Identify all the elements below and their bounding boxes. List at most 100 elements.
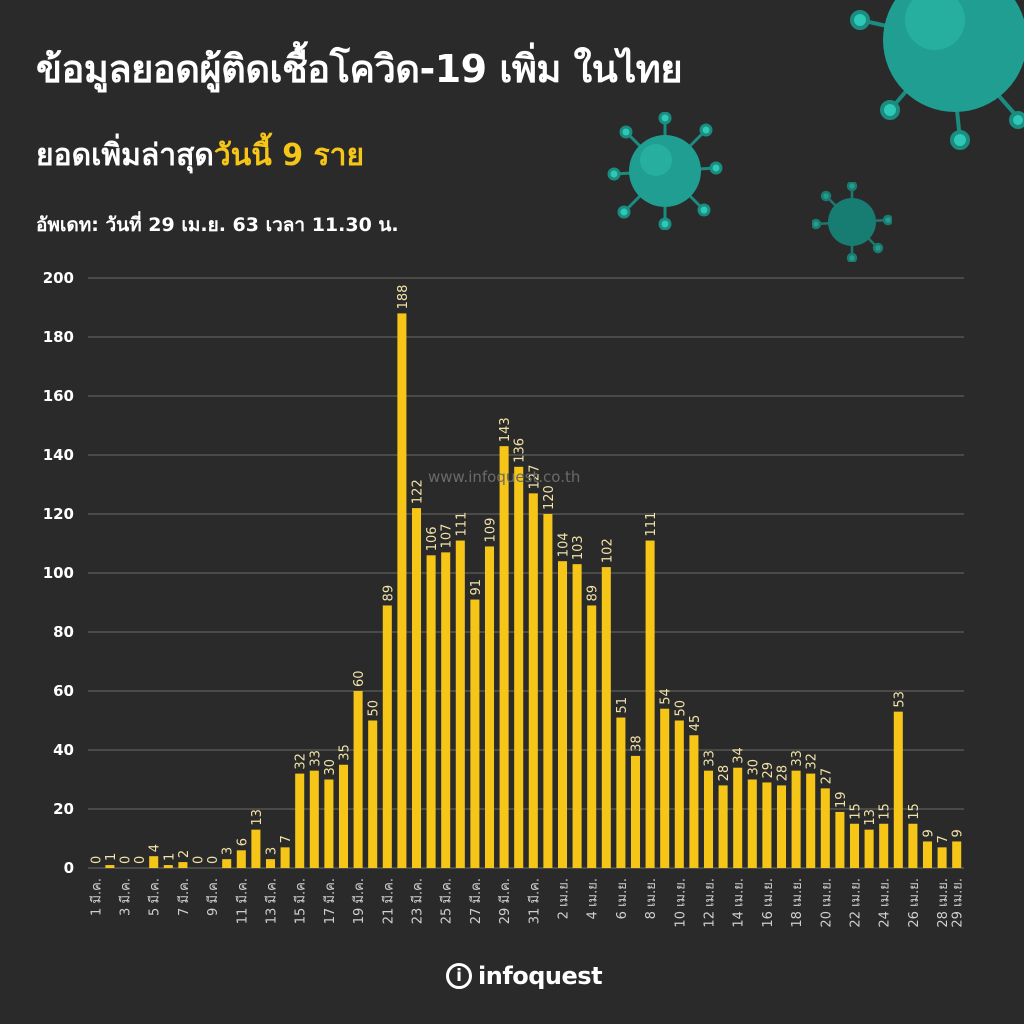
x-tick-label: 23 มี.ค. bbox=[410, 878, 426, 924]
bar bbox=[937, 847, 947, 868]
bar bbox=[470, 599, 480, 868]
bar bbox=[514, 466, 524, 868]
bar bbox=[908, 823, 918, 868]
bar-value-label: 13 bbox=[863, 809, 878, 826]
x-tick-label: 1 มี.ค. bbox=[88, 878, 104, 916]
bar-value-label: 3 bbox=[221, 847, 236, 855]
virus-illustration-medium bbox=[607, 112, 723, 230]
bar-value-label: 122 bbox=[411, 479, 426, 504]
bar-value-label: 32 bbox=[805, 753, 820, 770]
bar-value-label: 34 bbox=[732, 747, 747, 764]
bar-value-label: 2 bbox=[177, 850, 192, 858]
bar bbox=[105, 865, 115, 868]
bar bbox=[820, 788, 830, 868]
bar-value-label: 30 bbox=[746, 759, 761, 776]
y-tick-label: 160 bbox=[43, 387, 74, 405]
bar-value-label: 60 bbox=[352, 670, 367, 687]
bar bbox=[616, 717, 626, 868]
x-tick-label: 17 มี.ค. bbox=[322, 878, 338, 924]
subtitle-highlight: วันนี้ 9 ราย bbox=[213, 138, 365, 173]
x-tick-label: 7 มี.ค. bbox=[176, 878, 192, 916]
logo-text: infoquest bbox=[478, 962, 603, 990]
bar bbox=[441, 552, 451, 868]
x-tick-label: 20 เม.ย. bbox=[819, 878, 834, 928]
x-tick-label: 25 มี.ค. bbox=[439, 878, 455, 924]
x-tick-label: 29 มี.ค. bbox=[497, 878, 513, 924]
bar bbox=[776, 785, 787, 868]
bar bbox=[747, 779, 757, 868]
x-tick-label: 3 มี.ค. bbox=[118, 878, 134, 916]
subtitle-prefix: ยอดเพิ่มล่าสุด bbox=[36, 138, 214, 173]
y-tick-label: 180 bbox=[43, 328, 74, 346]
x-tick-label: 16 เม.ย. bbox=[761, 878, 776, 928]
x-tick-label: 22 เม.ย. bbox=[849, 878, 864, 928]
bar-value-label: 7 bbox=[936, 835, 951, 843]
x-tick-label: 10 เม.ย. bbox=[673, 878, 688, 928]
bar bbox=[178, 862, 188, 868]
bar-value-label: 33 bbox=[308, 750, 323, 767]
bar bbox=[338, 764, 349, 868]
bar bbox=[368, 720, 378, 868]
bar-value-label: 35 bbox=[338, 744, 353, 761]
bar-value-label: 53 bbox=[892, 691, 907, 708]
x-tick-label: 21 มี.ค. bbox=[380, 878, 396, 924]
virus-illustration-large bbox=[850, 0, 1024, 150]
bar-value-label: 0 bbox=[192, 856, 207, 864]
y-tick-label: 120 bbox=[43, 505, 74, 523]
bar bbox=[455, 540, 465, 868]
bar-value-label: 3 bbox=[265, 847, 280, 855]
bar-value-label: 27 bbox=[819, 768, 834, 785]
x-tick-label: 31 มี.ค. bbox=[526, 878, 542, 924]
y-tick-label: 100 bbox=[43, 564, 74, 582]
x-tick-label: 24 เม.ย. bbox=[878, 878, 893, 928]
bar bbox=[484, 546, 495, 868]
bar-value-label: 29 bbox=[761, 762, 776, 779]
bar-value-label: 109 bbox=[484, 518, 499, 543]
bar bbox=[528, 493, 538, 868]
bar bbox=[353, 691, 363, 868]
bar bbox=[163, 865, 173, 868]
bar-value-label: 15 bbox=[878, 803, 893, 820]
bar-value-label: 106 bbox=[425, 526, 440, 551]
bar bbox=[324, 779, 334, 868]
infoquest-logo: i infoquest bbox=[446, 962, 603, 990]
bar-value-label: 0 bbox=[206, 856, 221, 864]
bar-value-label: 89 bbox=[381, 585, 396, 602]
bar bbox=[645, 540, 655, 868]
page-subtitle: ยอดเพิ่มล่าสุดวันนี้ 9 ราย bbox=[36, 132, 364, 179]
bar-value-label: 6 bbox=[235, 838, 250, 846]
bar bbox=[733, 767, 743, 868]
bar bbox=[587, 605, 597, 868]
bar bbox=[295, 773, 305, 868]
x-tick-label: 14 เม.ย. bbox=[732, 878, 747, 928]
bar-value-label: 111 bbox=[644, 512, 659, 537]
bar bbox=[397, 313, 407, 868]
bar-value-label: 4 bbox=[148, 844, 163, 852]
bar bbox=[601, 567, 611, 868]
bar-value-label: 19 bbox=[834, 791, 849, 808]
bar-value-label: 45 bbox=[688, 715, 703, 732]
bar bbox=[630, 755, 641, 868]
bar bbox=[922, 841, 933, 868]
bar bbox=[835, 811, 845, 868]
x-tick-label: 15 มี.ค. bbox=[293, 878, 309, 924]
x-tick-label: 18 เม.ย. bbox=[790, 878, 805, 928]
watermark: www.infoquest.co.th bbox=[428, 468, 581, 486]
x-tick-label: 4 เม.ย. bbox=[586, 878, 601, 919]
bar bbox=[806, 773, 816, 868]
x-tick-label: 8 เม.ย. bbox=[644, 878, 659, 919]
x-tick-label: 6 เม.ย. bbox=[615, 878, 630, 919]
x-tick-label: 9 มี.ค. bbox=[205, 878, 221, 916]
bar-value-label: 50 bbox=[673, 700, 688, 717]
y-tick-label: 20 bbox=[53, 800, 74, 818]
bar bbox=[674, 720, 684, 868]
bar bbox=[952, 841, 962, 868]
bar bbox=[251, 829, 261, 868]
bar bbox=[222, 859, 232, 868]
x-tick-label: 19 มี.ค. bbox=[351, 878, 367, 924]
x-tick-label: 29 เม.ย. bbox=[951, 878, 966, 928]
bar-value-label: 89 bbox=[586, 585, 601, 602]
bar-value-label: 111 bbox=[454, 512, 469, 537]
y-tick-label: 140 bbox=[43, 446, 74, 464]
bar-value-label: 15 bbox=[849, 803, 864, 820]
